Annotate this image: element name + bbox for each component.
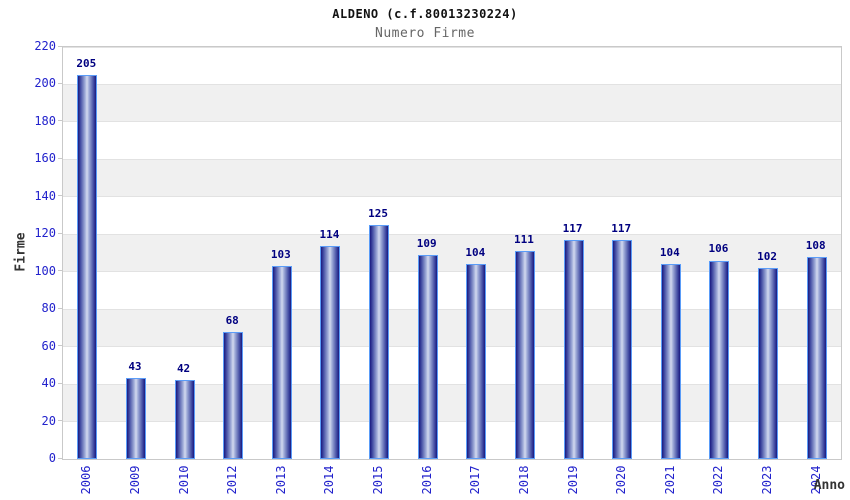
bar [563,239,584,459]
bar [612,239,633,459]
bar-value-label: 111 [514,233,534,247]
gridline [63,233,841,235]
x-tick-label: 2020 [614,465,629,495]
bar-value-label: 106 [708,242,729,256]
y-tick-label: 80 [41,301,56,316]
grid-band-white [63,196,841,235]
y-tick-label: 20 [41,413,56,428]
gridline [63,83,841,85]
y-tick-label: 200 [34,76,56,91]
x-tick-label: 2016 [419,465,434,495]
bar [466,264,487,459]
gridline [63,271,841,273]
x-tick-label: 2017 [468,465,483,495]
bar [125,378,146,459]
x-tick-label: 2022 [711,465,726,495]
gridline [63,346,841,348]
y-tick-mark [58,82,62,84]
y-tick-mark [58,45,62,47]
x-tick-label: 2019 [565,465,580,495]
grid-band-gray [63,84,841,122]
y-tick-mark [58,195,62,197]
y-tick-mark [58,232,62,234]
y-tick-mark [58,157,62,159]
y-tick-label: 100 [34,263,56,278]
y-tick-mark [58,270,62,272]
bar [271,266,292,459]
y-tick-mark [58,382,62,384]
plot-area [62,46,842,460]
bar [514,251,535,459]
grid-band-gray [63,159,841,197]
x-tick-label: 2014 [322,465,337,495]
y-tick-label: 60 [41,338,56,353]
x-tick-label: 2006 [79,465,94,495]
bar-value-label: 43 [128,360,142,374]
bar-value-label: 103 [270,248,291,262]
bar-value-label: 117 [611,221,632,235]
bar [174,380,195,459]
y-tick-mark [58,457,62,459]
y-tick-mark [58,307,62,309]
gridline [63,308,841,310]
bar [709,260,730,459]
x-axis-title: Anno [813,478,845,493]
gridline [63,46,841,48]
bar [369,224,390,459]
y-tick-label: 40 [41,376,56,391]
bar-value-label: 205 [76,57,97,71]
gridline [63,121,841,123]
gridline [63,383,841,385]
x-tick-label: 2015 [371,465,386,495]
y-tick-mark [58,120,62,122]
x-tick-label: 2010 [176,465,191,495]
gridline [63,158,841,160]
x-tick-label: 2018 [516,465,531,495]
bar [320,245,341,459]
bar [223,331,244,459]
gridline [63,421,841,423]
bar [77,75,98,459]
bar-value-label: 125 [368,206,388,220]
chart-title: ALDENO (c.f.80013230224) [332,7,518,21]
bar [806,256,827,459]
y-tick-label: 120 [34,226,56,241]
x-tick-label: 2009 [127,465,142,495]
y-axis-title: Firme [13,232,29,272]
bar-value-label: 108 [805,238,826,252]
y-tick-label: 140 [34,188,56,203]
bar-value-label: 104 [659,246,680,260]
y-tick-mark [58,420,62,422]
grid-band-white [63,47,841,85]
x-tick-label: 2021 [662,465,677,495]
y-tick-label: 220 [34,39,56,53]
bar [660,264,681,459]
bar-value-label: 42 [176,362,191,376]
x-tick-label: 2012 [225,465,240,495]
y-tick-mark [58,345,62,347]
chart-subtitle: Numero Firme [375,26,475,41]
x-tick-label: 2013 [273,465,288,495]
y-tick-label: 160 [34,151,56,166]
bar-value-label: 104 [465,246,486,260]
y-tick-label: 0 [48,451,56,465]
x-tick-label: 2023 [760,465,775,495]
bar [758,267,779,459]
bar-value-label: 68 [225,313,239,327]
gridline [63,196,841,198]
grid-band-white [63,121,841,160]
y-tick-label: 180 [34,113,56,128]
bar-value-label: 117 [562,221,583,235]
bar [417,254,438,459]
bar-value-label: 109 [416,236,437,250]
bar-value-label: 114 [319,227,340,241]
bar-value-label: 102 [757,249,777,263]
